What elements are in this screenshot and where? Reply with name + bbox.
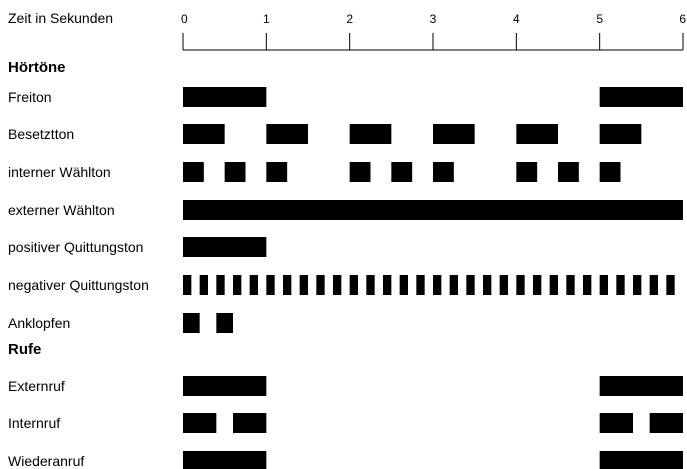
- tone-row-label: Freiton: [8, 89, 52, 105]
- tone-row: Besetztton: [8, 124, 642, 144]
- tone-rows: Hörtöne Freiton Besetztton interner Wählton…: [8, 59, 683, 469]
- tone-segment-bar: [183, 376, 267, 396]
- tone-segment-bar: [383, 275, 392, 295]
- tone-segment-bar: [483, 275, 492, 295]
- tone-segment-bar: [649, 413, 683, 433]
- tone-segment-bar: [183, 200, 683, 220]
- tone-row: Freiton: [8, 87, 683, 107]
- tone-segment-bar: [633, 275, 642, 295]
- tone-row: Internruf: [8, 413, 683, 433]
- tone-segment-bar: [183, 162, 204, 182]
- axis-tick-label: 6: [679, 12, 686, 26]
- tone-segment-bar: [183, 451, 267, 469]
- tone-segment-bar: [599, 376, 683, 396]
- tone-segment-bar: [249, 275, 258, 295]
- tone-segment-bar: [516, 275, 525, 295]
- tone-row: Anklopfen: [8, 313, 233, 333]
- axis-label: Zeit in Sekunden: [8, 10, 113, 26]
- tone-segment-bar: [616, 275, 625, 295]
- tone-segment-bar: [599, 87, 683, 107]
- tone-row-label: Externruf: [8, 378, 65, 394]
- tone-segment-bar: [583, 275, 592, 295]
- time-axis: 0 1 2 3 4 5 6: [181, 12, 686, 51]
- tone-segment-bar: [599, 413, 633, 433]
- axis-tick-label: 4: [513, 12, 520, 26]
- tone-segment-bar: [433, 124, 475, 144]
- tone-segment-bar: [233, 275, 242, 295]
- tone-row-label: positiver Quittungston: [8, 239, 143, 255]
- tone-segment-bar: [599, 451, 683, 469]
- tone-row: negativer Quittungston: [8, 275, 675, 295]
- tone-segment-bar: [449, 275, 458, 295]
- tone-segment-bar: [316, 275, 325, 295]
- axis-tick-label: 5: [596, 12, 603, 26]
- tone-segment-bar: [233, 413, 267, 433]
- tone-segment-bar: [599, 124, 642, 144]
- tone-segment-bar: [199, 275, 208, 295]
- tone-row: Externruf: [8, 376, 683, 396]
- tone-segment-bar: [224, 162, 246, 182]
- section-heading: Rufe: [8, 341, 41, 358]
- tone-row-label: interner Wählton: [8, 164, 111, 180]
- tone-row-label: Internruf: [8, 415, 60, 431]
- section-heading: Hörtöne: [8, 59, 66, 76]
- tone-segment-bar: [183, 413, 217, 433]
- tone-segment-bar: [499, 275, 508, 295]
- tone-segment-bar: [183, 275, 192, 295]
- tone-segment-bar: [558, 162, 579, 182]
- tone-row: externer Wählton: [8, 200, 683, 220]
- tone-row-label: Anklopfen: [8, 315, 70, 331]
- tone-segment-bar: [183, 124, 225, 144]
- tone-segment-bar: [216, 313, 233, 333]
- tone-segment-bar: [349, 275, 358, 295]
- tone-segment-bar: [649, 275, 658, 295]
- tone-segment-bar: [266, 162, 288, 182]
- tone-row: positiver Quittungston: [8, 237, 267, 257]
- tone-segment-bar: [599, 162, 621, 182]
- tone-segment-bar: [466, 275, 475, 295]
- tone-segment-bar: [333, 275, 342, 295]
- tone-row: interner Wählton: [8, 162, 621, 182]
- tone-segment-bar: [433, 275, 442, 295]
- tone-row-label: Wiederanruf: [8, 453, 84, 469]
- tone-segment-bar: [566, 275, 575, 295]
- axis-tick-label: 3: [430, 12, 437, 26]
- tone-segment-bar: [349, 162, 371, 182]
- tone-segment-bar: [549, 275, 558, 295]
- axis-tick-label: 0: [181, 12, 188, 26]
- tone-row-label: Besetztton: [8, 126, 74, 142]
- tone-segment-bar: [366, 275, 375, 295]
- tone-segment-bar: [599, 275, 608, 295]
- tone-segment-bar: [283, 275, 292, 295]
- tone-row: Wiederanruf: [8, 451, 683, 469]
- tone-segment-bar: [516, 124, 558, 144]
- tone-segment-bar: [666, 275, 675, 295]
- tone-segment-bar: [349, 124, 392, 144]
- tone-segment-bar: [391, 162, 413, 182]
- tone-segment-bar: [266, 124, 308, 144]
- tone-segment-bar: [183, 313, 200, 333]
- tone-segment-bar: [416, 275, 425, 295]
- tone-segment-bar: [299, 275, 308, 295]
- tone-segment-bar: [183, 237, 267, 257]
- tone-row-label: externer Wählton: [8, 202, 115, 218]
- tone-segment-bar: [433, 162, 454, 182]
- tone-segment-bar: [183, 87, 267, 107]
- tone-segment-bar: [533, 275, 542, 295]
- tone-segment-bar: [399, 275, 408, 295]
- axis-tick-label: 2: [346, 12, 353, 26]
- tone-row-label: negativer Quittungston: [8, 277, 149, 293]
- tone-segment-bar: [516, 162, 538, 182]
- tone-segment-bar: [266, 275, 275, 295]
- axis-tick-label: 1: [263, 12, 270, 26]
- tone-segment-bar: [216, 275, 225, 295]
